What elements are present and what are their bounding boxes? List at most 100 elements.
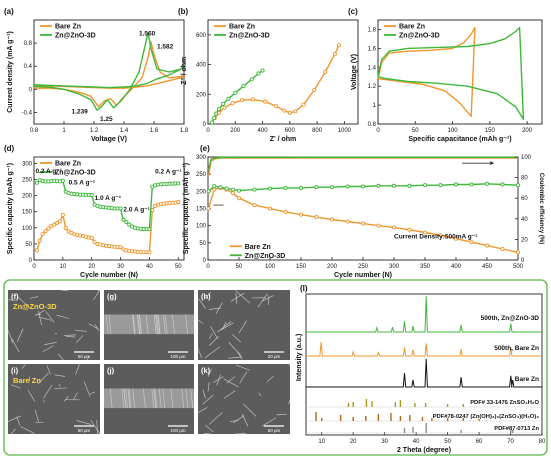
data-point xyxy=(407,227,412,232)
fiber-texture xyxy=(223,390,236,399)
sem-image-k: (k) 50 µm xyxy=(197,363,291,435)
column-texture xyxy=(128,388,132,409)
x-tick-label: 0.8 xyxy=(30,128,39,134)
data-point xyxy=(212,187,217,192)
reference-label: PDF# 33-1476 ZnSO₄H₂O xyxy=(470,400,539,406)
panel-label: (e) xyxy=(200,144,210,153)
right-axis-arrowhead xyxy=(490,161,495,166)
legend-label: Bare Zn xyxy=(55,24,81,31)
data-point xyxy=(332,52,337,57)
y-axis-title: -Z'' / ohm xyxy=(181,57,188,88)
chart-panel-b: 0 200 400 600 800 1000 0 200 400 600 Z' / ohm -Z'' … xyxy=(178,7,359,143)
fiber-texture xyxy=(60,289,69,292)
legend-label: Zn@ZnO-3D xyxy=(245,253,286,260)
annotation: 2.0 A g⁻¹ xyxy=(123,207,149,214)
x-tick-label: 60 xyxy=(476,439,483,445)
data-point xyxy=(438,183,443,188)
data-point xyxy=(46,226,51,231)
column-texture xyxy=(127,388,131,409)
chart-panel-e: 0 50 100 150 200 250 300 350 400 450 5000501001502… xyxy=(183,144,544,279)
fiber-texture xyxy=(234,289,251,304)
data-point xyxy=(263,99,268,104)
data-point xyxy=(212,116,217,121)
fiber-texture xyxy=(90,391,96,395)
x-tick-label: 450 xyxy=(482,264,493,270)
data-point xyxy=(118,245,123,250)
fiber-texture xyxy=(93,289,101,300)
data-point xyxy=(391,183,397,188)
series-line-2 xyxy=(207,157,518,176)
data-point xyxy=(176,200,181,205)
annotation: 0.5 A g⁻¹ xyxy=(69,179,95,186)
data-point xyxy=(283,185,288,190)
fiber-texture xyxy=(198,298,206,309)
sem-image-f: (f)Zn@ZnO-3D 50 µm xyxy=(7,289,101,361)
y-tick-label: -0.4 xyxy=(22,110,33,116)
series-line-0 xyxy=(211,45,340,123)
data-point xyxy=(323,69,328,75)
x-tick-label: 10 xyxy=(60,264,67,270)
fiber-texture xyxy=(207,382,210,392)
data-point xyxy=(267,206,273,211)
column-texture xyxy=(137,314,140,335)
column-texture xyxy=(139,314,142,335)
fiber-texture xyxy=(210,326,219,339)
fiber-texture xyxy=(56,314,69,319)
column-texture xyxy=(123,388,127,409)
data-point xyxy=(260,68,265,73)
x-tick-label: 80 xyxy=(539,439,546,445)
data-point xyxy=(236,188,242,193)
x-tick-label: 350 xyxy=(420,264,431,270)
data-point xyxy=(422,183,428,188)
sem-panel-label: (h) xyxy=(201,292,211,301)
data-point xyxy=(345,184,350,189)
column-texture xyxy=(151,388,155,409)
column-texture xyxy=(132,314,136,335)
y-tick-label: 0 xyxy=(203,122,207,128)
trace-label: 500th, Bare Zn xyxy=(494,345,539,352)
data-point xyxy=(34,180,39,185)
fiber-texture xyxy=(27,390,36,402)
series-line-1 xyxy=(377,26,525,121)
chart-panel-a: 0.8 1 1.2 1.4 1.6 1.8 -0.4 0 0.4 0.8 Voltage (V) Cu… xyxy=(4,7,189,143)
fiber-texture xyxy=(16,416,21,426)
data-point xyxy=(376,223,381,228)
fiber-texture xyxy=(45,310,55,323)
fiber-texture xyxy=(238,320,247,334)
x-tick-label: 150 xyxy=(296,264,307,270)
fiber-texture xyxy=(228,341,235,349)
data-point xyxy=(55,220,60,226)
y2-axis-title: Coulombic efficiency (%) xyxy=(538,173,544,244)
x-tick-label: 1.2 xyxy=(90,128,99,134)
sem-panel-label: (i) xyxy=(11,366,19,375)
xrd-trace-0 xyxy=(306,295,542,333)
x-tick-label: 1000 xyxy=(338,128,352,134)
scale-bar-label: 20 µm xyxy=(268,354,281,359)
data-point xyxy=(233,90,238,95)
x-tick-label: 1 xyxy=(62,128,66,134)
fiber-texture xyxy=(57,353,64,361)
chart-panel-l: 10 20 30 40 50 60 70 80 2 Theta (degree) Intensit… xyxy=(296,284,546,454)
x-tick-label: 20 xyxy=(88,264,95,270)
fiber-texture xyxy=(227,356,243,359)
series-line-0 xyxy=(34,41,185,108)
sem-panel-label: (j) xyxy=(107,366,115,375)
column-texture xyxy=(162,388,166,409)
fiber-texture xyxy=(230,292,245,302)
column-texture xyxy=(105,314,109,335)
data-point xyxy=(60,212,65,217)
data-point xyxy=(34,248,39,253)
y-tick-label: 0 xyxy=(29,258,33,264)
scale-bar-label: 100 µm xyxy=(170,428,185,433)
x-tick-label: 1.8 xyxy=(180,128,189,134)
column-texture xyxy=(172,314,175,335)
x-tick-label: 250 xyxy=(358,264,369,270)
data-point xyxy=(230,187,235,192)
data-point xyxy=(43,228,48,234)
fiber-texture xyxy=(197,348,203,359)
data-point xyxy=(40,232,45,237)
fiber-texture xyxy=(239,371,248,384)
data-point xyxy=(515,183,521,188)
data-point xyxy=(274,104,279,109)
fiber-texture xyxy=(257,293,268,308)
